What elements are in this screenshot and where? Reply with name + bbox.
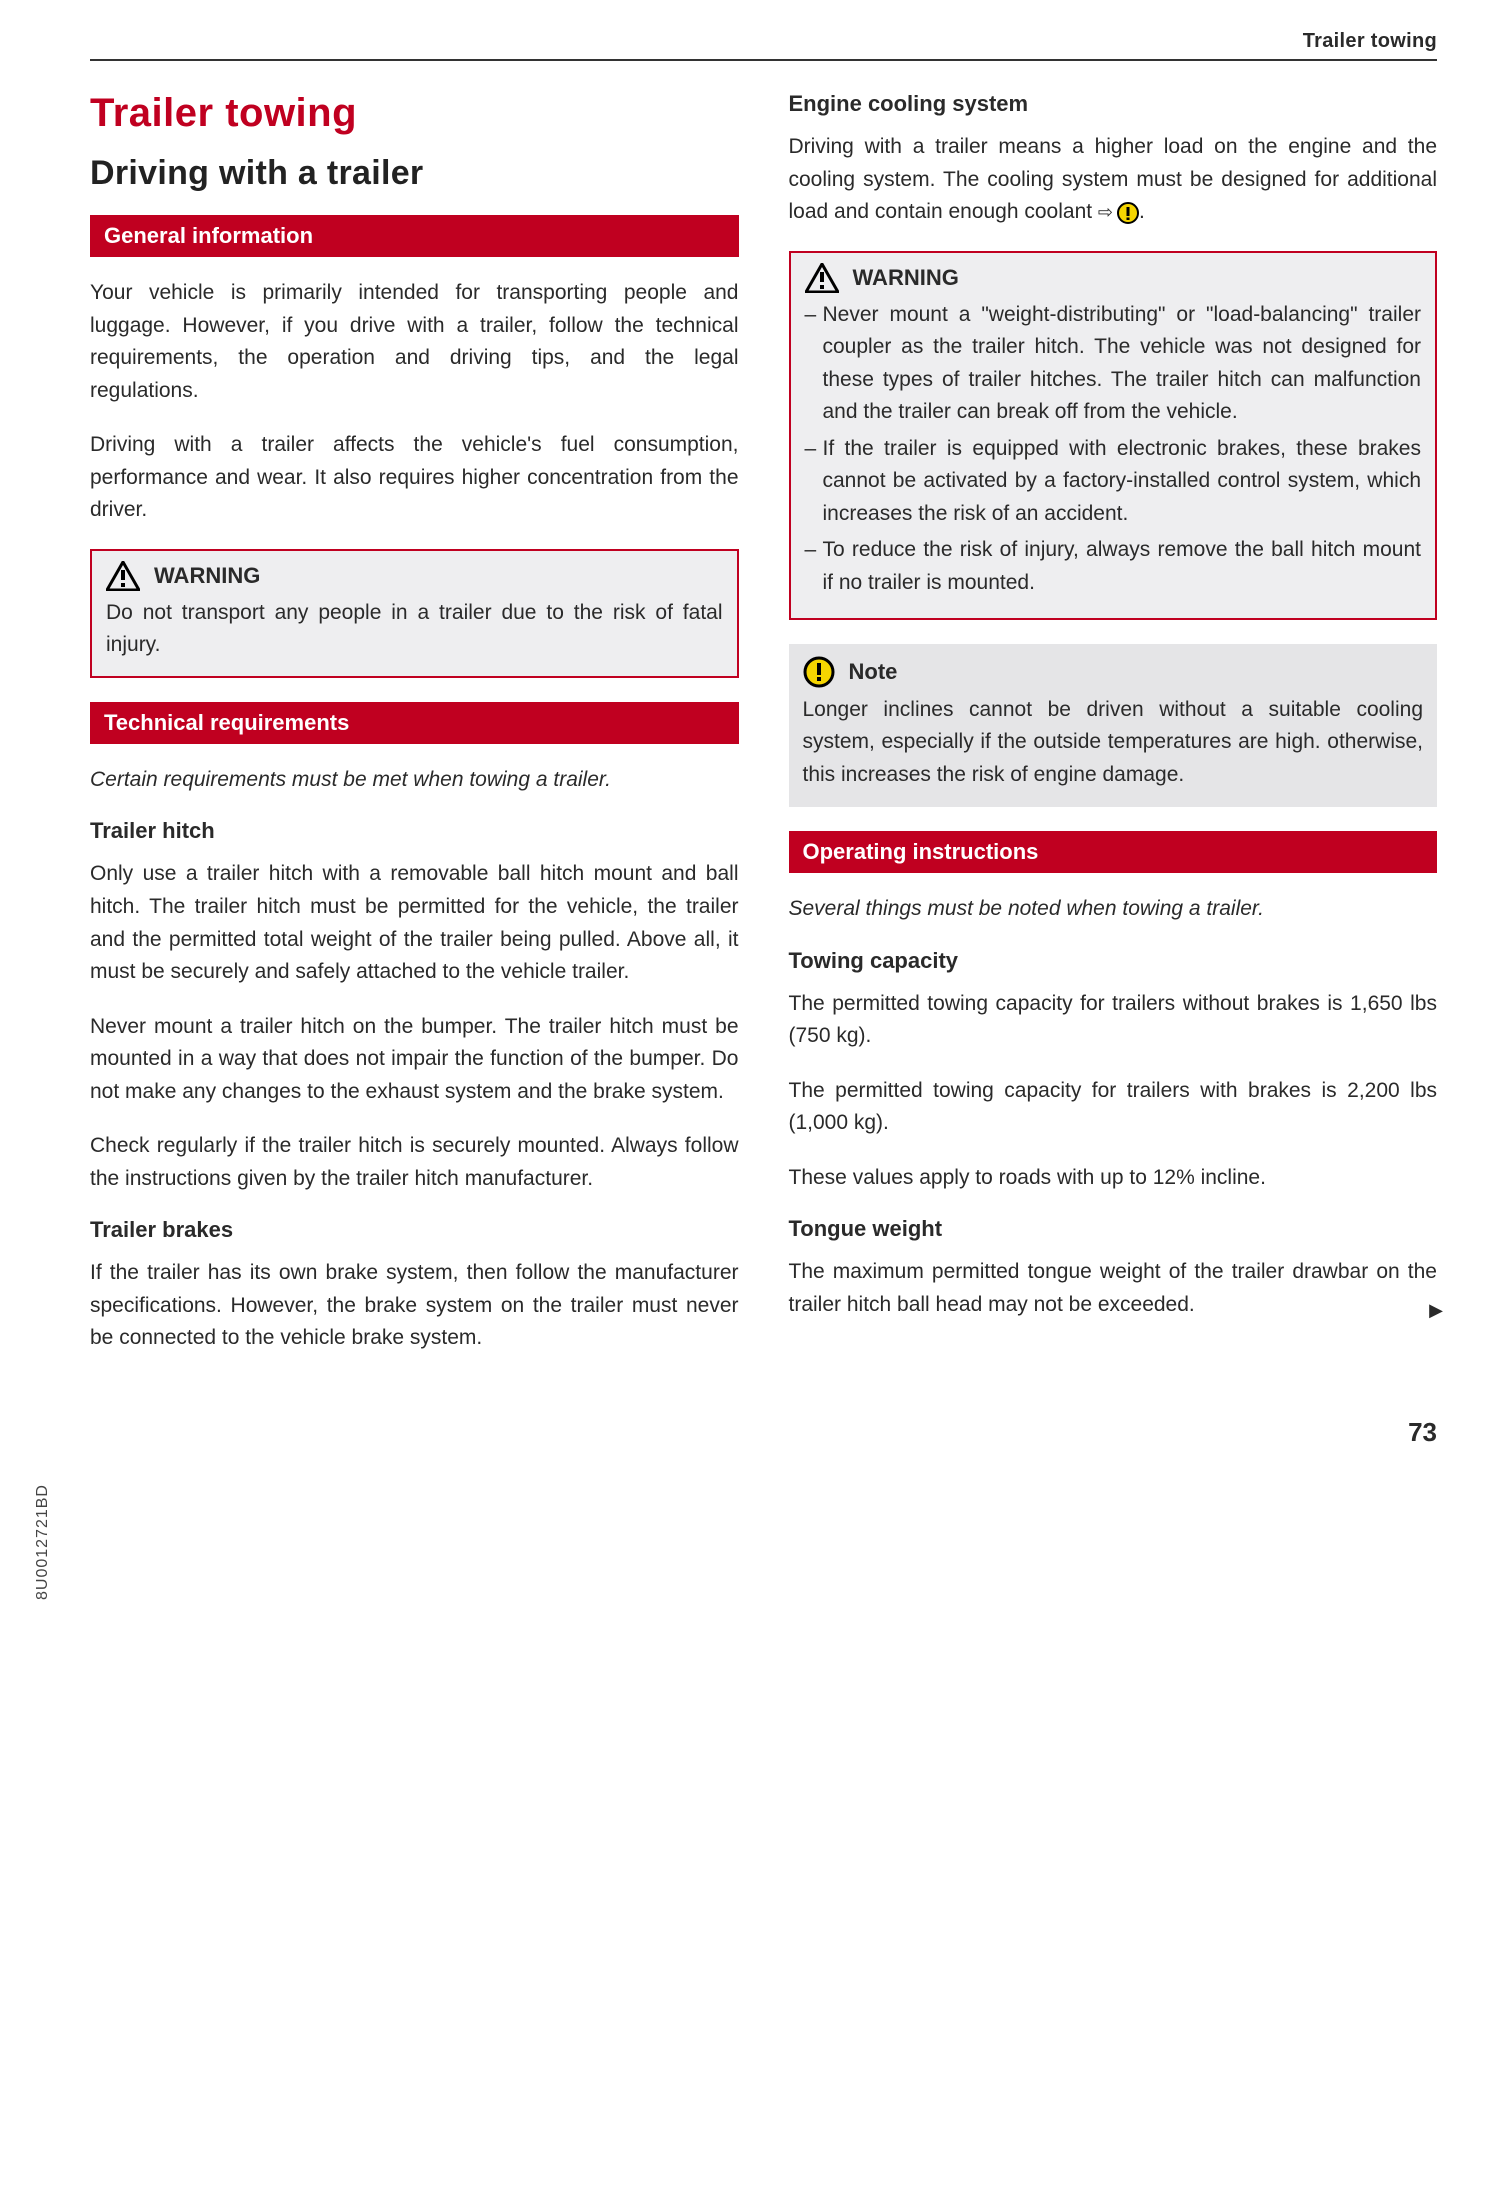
paragraph: Never mount a trailer hitch on the bumpe… (90, 1011, 739, 1109)
paragraph: The maximum permitted tongue weight of t… (789, 1256, 1438, 1321)
subheading-tongue-weight: Tongue weight (789, 1216, 1438, 1242)
paragraph: Driving with a trailer means a higher lo… (789, 131, 1438, 229)
heading-operating-instructions: Operating instructions (789, 831, 1438, 873)
warning-triangle-icon (805, 263, 839, 293)
running-header: Trailer towing (90, 30, 1437, 61)
list-item: To reduce the risk of injury, always rem… (805, 534, 1422, 599)
warning-title: WARNING (853, 265, 959, 291)
arrow-right-icon: ⇨ (1098, 199, 1113, 227)
paragraph: The permitted towing capacity for traile… (789, 988, 1438, 1053)
list-item: Never mount a "weight-distributing" or "… (805, 299, 1422, 429)
note-title: Note (849, 659, 898, 685)
right-column: Engine cooling system Driving with a tra… (789, 91, 1438, 1377)
note-body: Longer inclines cannot be driven without… (789, 694, 1438, 808)
note-box: Note Longer inclines cannot be driven wi… (789, 644, 1438, 808)
subheading-trailer-brakes: Trailer brakes (90, 1217, 739, 1243)
two-column-layout: Trailer towing Driving with a trailer Ge… (90, 91, 1437, 1377)
subheading-towing-capacity: Towing capacity (789, 948, 1438, 974)
warning-box: WARNING Never mount a "weight-distributi… (789, 251, 1438, 620)
paragraph: Only use a trailer hitch with a removabl… (90, 858, 739, 988)
paragraph: If the trailer has its own brake system,… (90, 1257, 739, 1355)
subheading-engine-cooling: Engine cooling system (789, 91, 1438, 117)
section-title: Driving with a trailer (90, 154, 739, 193)
section-intro: Certain requirements must be met when to… (90, 764, 739, 797)
warning-title: WARNING (154, 563, 260, 589)
paragraph: Check regularly if the trailer hitch is … (90, 1130, 739, 1195)
note-header: Note (789, 644, 1438, 694)
heading-general-information: General information (90, 215, 739, 257)
warning-header: WARNING (92, 551, 737, 597)
paragraph-text: . (1139, 200, 1145, 223)
warning-box: WARNING Do not transport any people in a… (90, 549, 739, 678)
note-circle-icon (803, 656, 835, 688)
page-number: 73 (90, 1417, 1437, 1448)
section-intro: Several things must be noted when towing… (789, 893, 1438, 926)
warning-header: WARNING (791, 253, 1436, 299)
chapter-title: Trailer towing (90, 91, 739, 136)
paragraph: Your vehicle is primarily intended for t… (90, 277, 739, 407)
subheading-trailer-hitch: Trailer hitch (90, 818, 739, 844)
paragraph: These values apply to roads with up to 1… (789, 1162, 1438, 1195)
list-item: If the trailer is equipped with electron… (805, 433, 1422, 531)
heading-technical-requirements: Technical requirements (90, 702, 739, 744)
document-code: 8U0012721BD (34, 1484, 52, 1600)
note-circle-icon (1117, 202, 1139, 224)
paragraph: The permitted towing capacity for traile… (789, 1075, 1438, 1140)
warning-body: Never mount a "weight-distributing" or "… (791, 299, 1436, 618)
paragraph: Driving with a trailer affects the vehic… (90, 429, 739, 527)
warning-triangle-icon (106, 561, 140, 591)
continuation-icon: ▶ (1429, 1300, 1443, 1321)
cross-reference: ⇨ (1098, 199, 1139, 227)
warning-body: Do not transport any people in a trailer… (92, 597, 737, 676)
warning-list: Never mount a "weight-distributing" or "… (805, 299, 1422, 600)
left-column: Trailer towing Driving with a trailer Ge… (90, 91, 739, 1377)
